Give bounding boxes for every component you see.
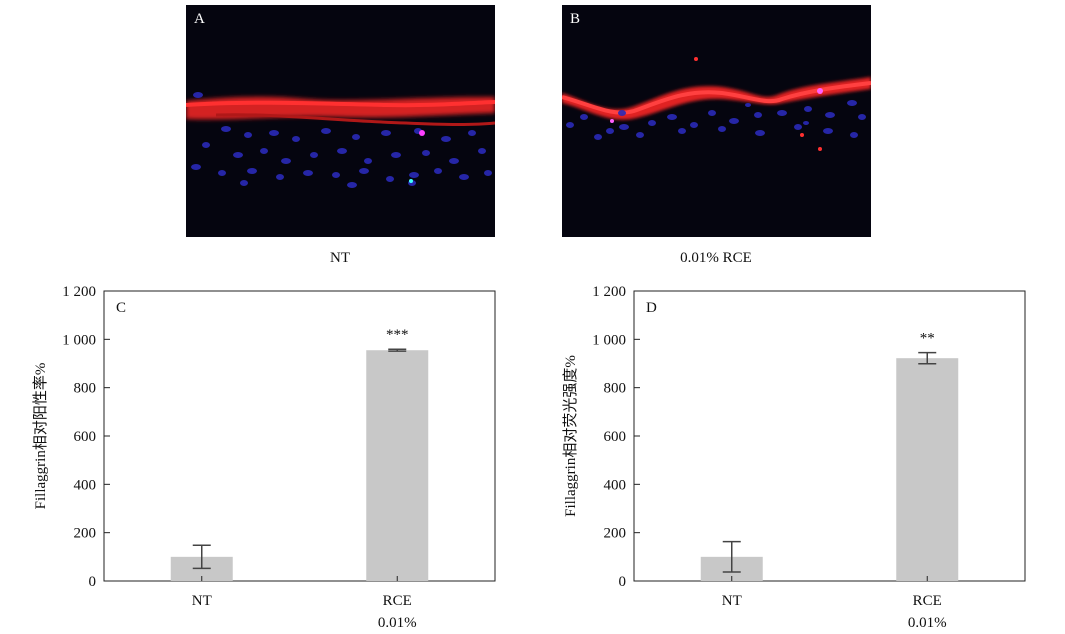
y-tick-label: 1 000 <box>62 332 96 348</box>
x-tick-label: NT <box>722 593 742 609</box>
y-tick-label: 400 <box>604 477 627 493</box>
panel-label-c: C <box>116 300 126 316</box>
y-tick-label: 800 <box>604 381 627 397</box>
y-tick-label: 200 <box>74 526 97 542</box>
panel-label-b: B <box>570 11 581 27</box>
plot-frame <box>103 290 496 582</box>
y-axis-label: Fillaggrin相对荧光强度% <box>562 355 579 517</box>
x-tick-label: NT <box>192 593 212 609</box>
y-tick-label: 1 200 <box>62 284 96 300</box>
significance-marker: *** <box>386 327 409 343</box>
x-tick-label: RCE <box>913 593 942 609</box>
y-tick-label: 800 <box>74 381 97 397</box>
plot-frame <box>633 290 1026 582</box>
y-tick-label: 400 <box>74 477 97 493</box>
y-tick-label: 1 000 <box>592 332 626 348</box>
x-tick-label: RCE <box>383 593 412 609</box>
panel-label-d: D <box>646 300 657 316</box>
chart-d <box>633 290 1026 582</box>
caption-b: 0.01% RCE <box>680 250 752 266</box>
y-tick-label: 0 <box>619 574 627 590</box>
x-tick-sublabel: 0.01% <box>378 615 417 631</box>
chart-c <box>103 290 496 582</box>
bar-rce <box>366 350 429 581</box>
micrograph-a-image <box>186 5 495 237</box>
y-tick-label: 600 <box>604 429 627 445</box>
y-tick-label: 200 <box>604 526 627 542</box>
micrograph-b-image <box>562 5 871 237</box>
caption-a: NT <box>330 250 350 266</box>
y-tick-label: 1 200 <box>592 284 626 300</box>
panel-label-a: A <box>194 11 205 27</box>
y-tick-label: 0 <box>89 574 97 590</box>
significance-marker: ** <box>920 331 935 347</box>
micrograph-b <box>562 5 871 237</box>
bar-rce <box>896 358 959 581</box>
y-axis-label: Fillaggrin相对阳性率% <box>32 363 49 510</box>
micrograph-a <box>186 5 495 237</box>
x-tick-sublabel: 0.01% <box>908 615 947 631</box>
y-tick-label: 600 <box>74 429 97 445</box>
